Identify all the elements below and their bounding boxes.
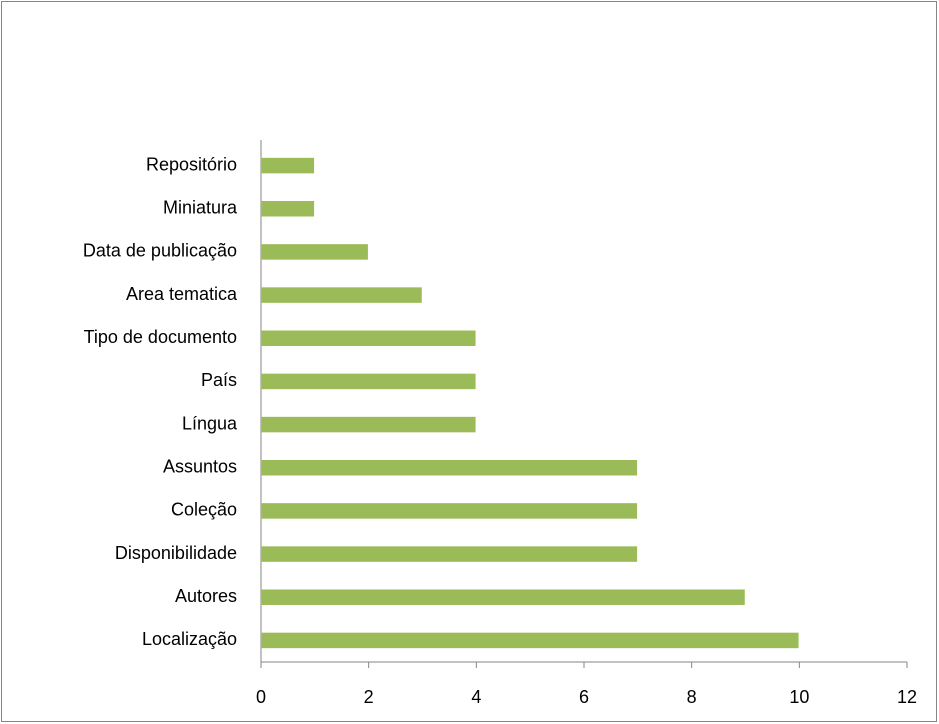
x-tick-label: 2 (364, 687, 374, 707)
y-tick-label: Língua (182, 413, 238, 433)
y-tick-label: Disponibilidade (115, 543, 237, 563)
y-tick-label: Localização (142, 629, 237, 649)
x-tick-label: 4 (471, 687, 481, 707)
y-tick-label: Miniatura (163, 198, 238, 218)
y-tick-label: País (201, 370, 237, 390)
y-tick-label: Autores (175, 586, 237, 606)
bar (260, 285, 424, 305)
x-tick-label: 0 (256, 687, 266, 707)
bar (260, 588, 747, 607)
bar (260, 415, 478, 434)
x-tick-label: 8 (687, 687, 697, 707)
bar (260, 372, 478, 391)
bar (260, 329, 478, 348)
x-tick-label: 12 (897, 687, 917, 707)
bar (260, 631, 801, 650)
y-tick-label: Coleção (171, 500, 237, 520)
bar (260, 544, 639, 564)
y-tick-label: Area tematica (126, 284, 238, 304)
x-tick-label: 6 (579, 687, 589, 707)
bar (260, 199, 316, 218)
y-tick-label: Assuntos (163, 457, 237, 477)
bar (260, 458, 639, 477)
y-tick-label: Repositório (146, 154, 237, 174)
y-tick-label: Tipo de documento (84, 327, 237, 347)
bar (260, 156, 316, 175)
bar (260, 501, 639, 521)
x-tick-label: 10 (789, 687, 809, 707)
y-tick-label: Data de publicação (83, 241, 237, 261)
bar (260, 242, 370, 262)
